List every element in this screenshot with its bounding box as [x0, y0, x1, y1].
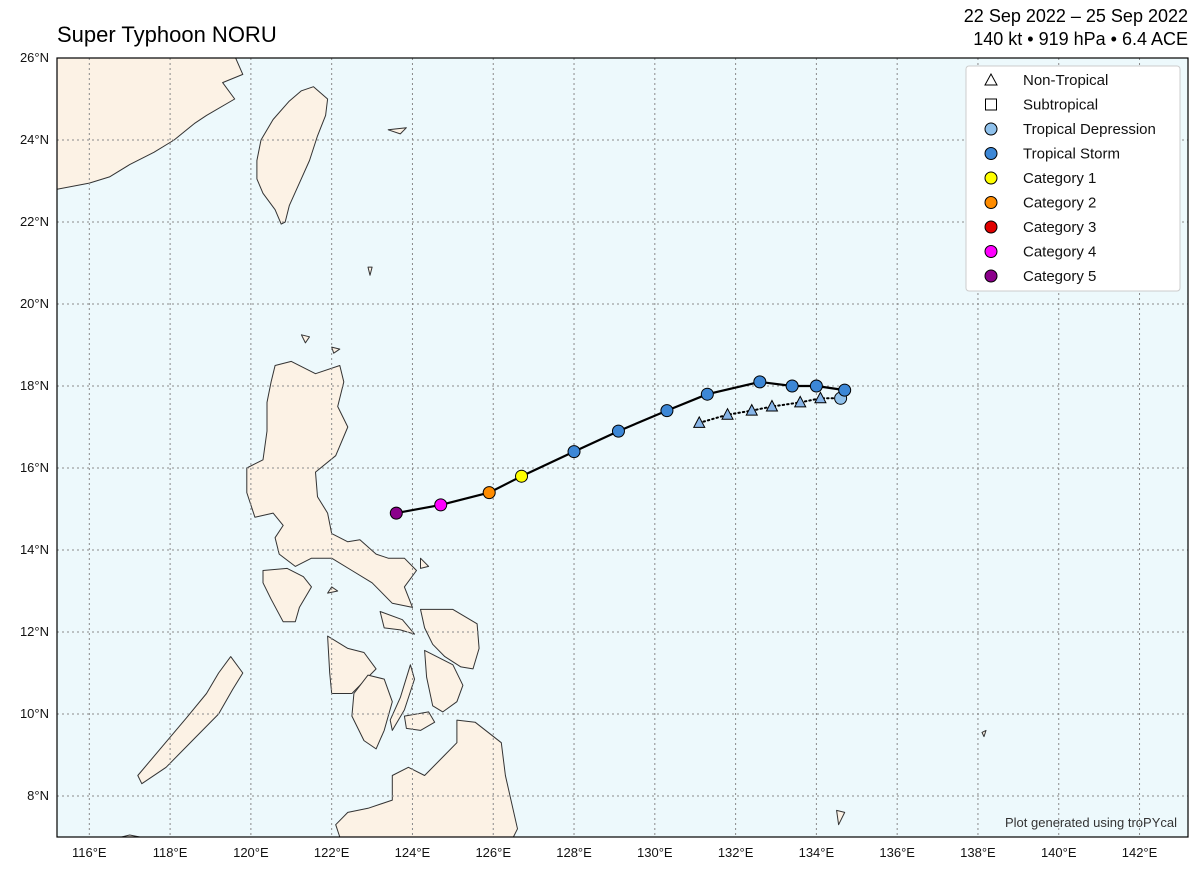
- track-point-non-tropical: [745, 403, 759, 416]
- land-islet-5: [327, 586, 339, 594]
- legend-marker-category-5: [984, 269, 998, 283]
- track-point-non-tropical: [692, 415, 706, 428]
- lon-tick-label: 136°E: [879, 845, 915, 860]
- track-point-tropical-storm: [567, 445, 581, 459]
- land-leyte: [424, 649, 464, 713]
- lon-tick-label: 118°E: [153, 845, 188, 860]
- chart-title: Super Typhoon NORU: [57, 22, 277, 47]
- land-layer: [57, 58, 987, 837]
- lon-tick-label: 138°E: [960, 845, 996, 860]
- track-point-non-tropical: [793, 395, 807, 408]
- track-point-tropical-storm: [838, 383, 852, 397]
- track-point-category-2: [482, 486, 496, 500]
- legend-box: [965, 65, 1181, 292]
- lon-tick-label: 124°E: [395, 845, 431, 860]
- credit-text: Plot generated using troPYcal: [1005, 815, 1177, 830]
- lat-tick-label: 20°N: [20, 296, 49, 311]
- legend-label: Category 3: [1023, 219, 1096, 236]
- land-luzon: [246, 360, 417, 608]
- lon-tick-label: 140°E: [1041, 845, 1077, 860]
- track-point-category-5: [389, 506, 403, 520]
- land-palawan: [137, 656, 244, 785]
- land-mindanao: [335, 719, 518, 837]
- lon-tick-label: 122°E: [314, 845, 350, 860]
- legend-marker-subtropical: [985, 98, 997, 111]
- land-negros: [351, 674, 393, 750]
- track-point-non-tropical: [765, 399, 779, 412]
- track-point-non-tropical: [814, 391, 827, 404]
- legend-label: Category 1: [1023, 170, 1096, 187]
- date-range: 22 Sep 2022 – 25 Sep 2022: [963, 6, 1188, 26]
- land-bohol: [403, 711, 436, 731]
- track-point-tropical-storm: [611, 424, 625, 438]
- lat-tick-labels: 8°N 10°N 12°N 14°N 16°N 18°N 20°N 22°N 24°N 26°N: [20, 50, 49, 803]
- grid-layer: [57, 58, 1188, 837]
- legend-label: Tropical Depression: [1023, 121, 1156, 138]
- land-islet-6: [420, 557, 430, 569]
- map-frame: [56, 57, 1189, 838]
- track-point-category-1: [515, 469, 529, 483]
- track-point-tropical-storm: [660, 404, 674, 418]
- lon-tick-label: 128°E: [556, 845, 592, 860]
- legend: Non-Tropical Subtropical Tropical Depressi…: [965, 65, 1181, 292]
- lon-tick-label: 120°E: [233, 845, 269, 860]
- lon-tick-label: 132°E: [718, 845, 754, 860]
- land-china-coast: [57, 58, 244, 190]
- legend-label: Tropical Storm: [1023, 146, 1120, 163]
- legend-label: Category 4: [1023, 244, 1096, 261]
- land-islet-8: [836, 809, 846, 826]
- legend-marker-category-4: [984, 245, 998, 258]
- lat-tick-label: 12°N: [20, 624, 49, 639]
- legend-marker-tropical-depression: [984, 122, 998, 136]
- lat-tick-label: 14°N: [20, 542, 49, 557]
- lat-tick-label: 22°N: [20, 214, 49, 229]
- legend-marker-category-2: [984, 196, 998, 209]
- lat-tick-label: 18°N: [20, 378, 49, 393]
- legend-marker-tropical-storm: [984, 147, 998, 160]
- lon-tick-label: 126°E: [475, 845, 511, 860]
- storm-track: [389, 375, 852, 520]
- track-point-non-tropical: [721, 407, 734, 420]
- land-samar: [420, 608, 480, 670]
- legend-label: Non-Tropical: [1023, 72, 1108, 89]
- land-islet-3: [331, 346, 341, 354]
- lat-tick-label: 8°N: [27, 788, 49, 803]
- land-islet-1: [367, 266, 373, 276]
- track-point-category-4: [434, 498, 448, 512]
- lat-tick-label: 10°N: [20, 706, 49, 721]
- lon-tick-label: 134°E: [799, 845, 835, 860]
- legend-label: Subtropical: [1023, 97, 1098, 114]
- lon-tick-label: 130°E: [637, 845, 673, 860]
- legend-marker-category-3: [984, 220, 998, 234]
- land-cebu: [389, 664, 415, 731]
- lon-tick-label: 116°E: [72, 845, 107, 860]
- land-mindoro: [262, 567, 312, 623]
- legend-marker-non-tropical: [984, 72, 998, 86]
- lon-tick-labels: 116°E 118°E 120°E 122°E 124°E 126°E 128°E 130°E…: [72, 845, 1158, 860]
- legend-marker-category-1: [984, 171, 998, 185]
- land-taiwan: [256, 86, 329, 225]
- land-islet-4: [387, 127, 407, 135]
- lat-tick-label: 16°N: [20, 460, 49, 475]
- track-point-tropical-storm: [809, 379, 823, 393]
- storm-stats: 140 kt • 919 hPa • 6.4 ACE: [973, 29, 1188, 49]
- land-islet-7: [981, 729, 987, 738]
- legend-label: Category 5: [1023, 268, 1096, 285]
- lat-tick-label: 26°N: [20, 50, 49, 65]
- land-islet-2: [300, 334, 310, 344]
- lat-tick-label: 24°N: [20, 132, 49, 147]
- track-point-tropical-storm: [700, 387, 714, 401]
- track-point-tropical-storm: [753, 375, 767, 389]
- legend-label: Category 2: [1023, 195, 1096, 212]
- track-point-tropical-storm: [785, 379, 799, 393]
- lon-tick-label: 142°E: [1122, 845, 1158, 860]
